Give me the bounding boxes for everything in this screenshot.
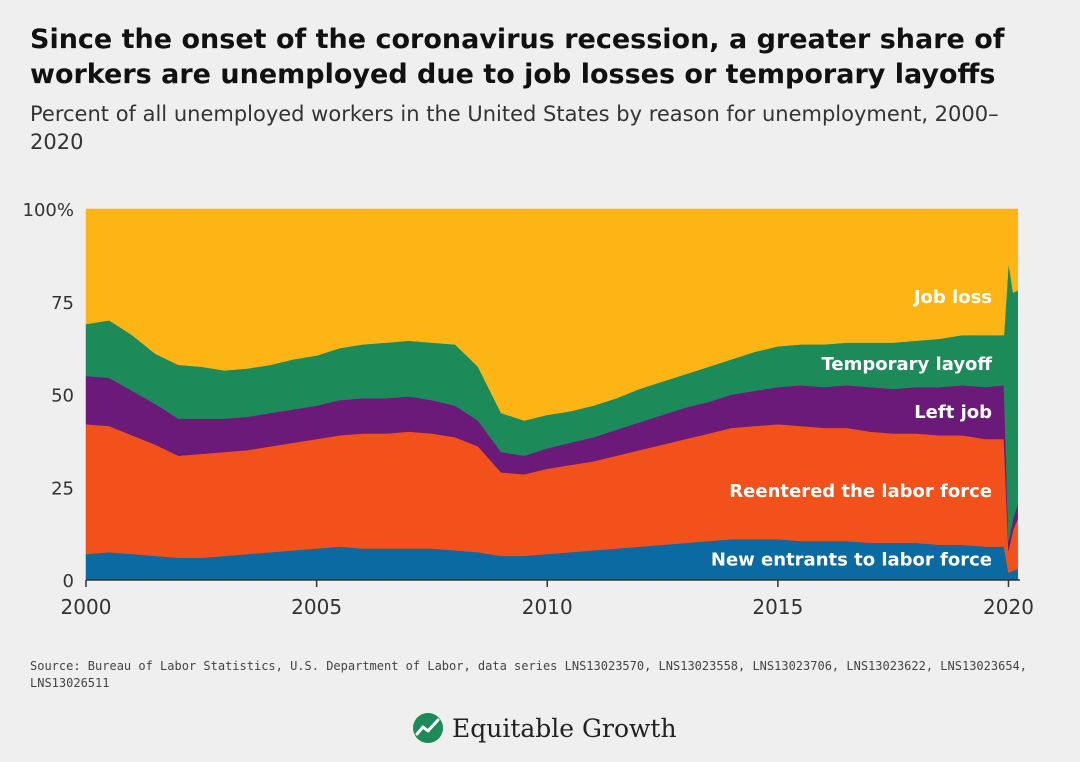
series-label-temporary-layoff: Temporary layoff [822, 354, 993, 375]
y-tick-label: 50 [51, 386, 74, 407]
y-tick-label: 0 [63, 571, 74, 592]
logo-text: Equitable Growth [452, 713, 677, 743]
y-tick-label: 100% [23, 200, 74, 221]
x-tick-label: 2000 [61, 595, 112, 619]
y-tick-label: 25 [51, 478, 74, 499]
series-label-left-job: Left job [914, 402, 992, 423]
series-label-reentered: Reentered the labor force [729, 481, 992, 502]
x-tick-label: 2015 [752, 595, 803, 619]
equitable-growth-logo: Equitable Growth [412, 712, 677, 744]
x-tick-label: 2020 [983, 595, 1034, 619]
growth-leaf-icon [413, 713, 443, 743]
series-label-new-entrants: New entrants to labor force [711, 550, 992, 571]
x-tick-label: 2010 [522, 595, 573, 619]
x-tick-label: 2005 [291, 595, 342, 619]
chart-title: Since the onset of the coronavirus reces… [30, 24, 1005, 90]
source-note: Source: Bureau of Labor Statistics, U.S.… [30, 659, 1027, 690]
area-job-loss [85, 208, 1018, 421]
y-tick-label: 75 [51, 293, 74, 314]
series-label-job-loss: Job loss [912, 287, 992, 308]
stacked-area-chart: 0 25 50 75 100% 2000 2005 2010 2015 2020 New entra… [23, 200, 1034, 619]
chart-subtitle: Percent of all unemployed workers in the… [30, 102, 999, 154]
